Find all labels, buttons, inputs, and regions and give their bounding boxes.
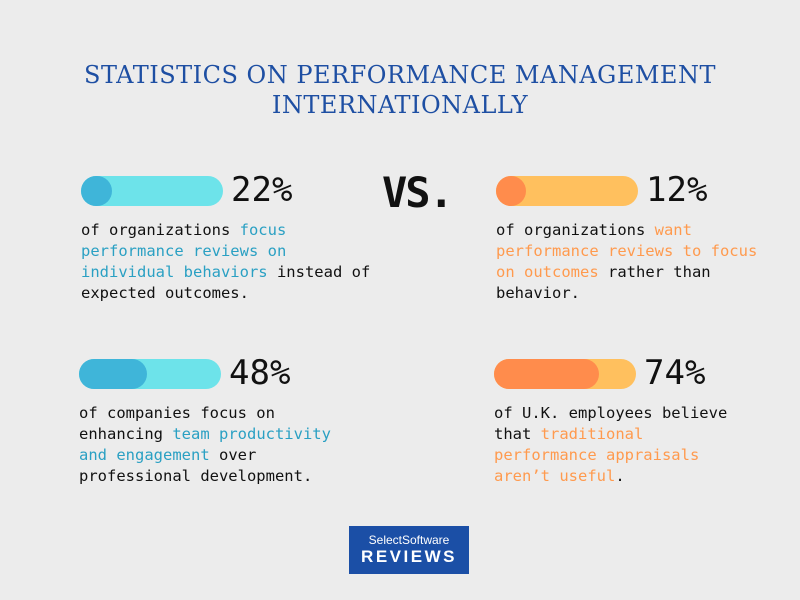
stat-1-desc-after: instead of expected outcomes. <box>81 263 371 302</box>
logo-text-bottom: REVIEWS <box>361 547 457 566</box>
stat-2-description: of organizations want performance review… <box>496 220 776 304</box>
stat-4-progress-bar <box>494 359 636 389</box>
logo-text-top: SelectSoftware <box>368 533 450 547</box>
stat-card-2: 12% of organizations want performance re… <box>496 170 776 302</box>
stat-4-desc-after: . <box>615 467 625 485</box>
stat-4-percent: 74% <box>644 353 706 393</box>
stat-1-percent: 22% <box>231 170 293 210</box>
stat-card-4: 74% of U.K. employees believe that tradi… <box>494 353 784 485</box>
stat-card-1: 22% of organizations focus performance r… <box>81 170 381 302</box>
stat-4-desc-highlight: traditional performance appraisals aren’… <box>494 425 700 485</box>
stat-3-desc-after: over professional development. <box>79 446 313 485</box>
stat-1-description: of organizations focus performance revie… <box>81 220 381 304</box>
stat-card-3: 48% of companies focus on enhancing team… <box>79 353 369 485</box>
versus-label: VS. <box>382 168 454 217</box>
stat-3-progress-bar <box>79 359 221 389</box>
stat-4-desc-before: of U.K. employees believe that <box>494 404 728 443</box>
stat-1-progress-bar <box>81 176 223 206</box>
stat-3-progress-fill <box>79 359 148 389</box>
stat-2-progress-bar <box>496 176 638 206</box>
stat-4-progress-fill <box>494 359 600 389</box>
stat-1-progress-fill <box>81 176 113 206</box>
title-line-2: INTERNATIONALLY <box>271 91 529 119</box>
stat-2-desc-after: rather than behavior. <box>496 263 711 302</box>
stat-2-percent: 12% <box>646 170 708 210</box>
stat-4-description: of U.K. employees believe that tradition… <box>494 403 744 487</box>
stat-3-description: of companies focus on enhancing team pro… <box>79 403 364 487</box>
page-title: STATISTICS ON PERFORMANCE MANAGEMENT INT… <box>0 60 800 120</box>
stat-3-desc-highlight: team productivity and engagement <box>79 425 331 464</box>
stat-1-desc-highlight: focus performance reviews on individual … <box>81 221 287 281</box>
stat-1-desc-before: of organizations <box>81 221 240 239</box>
stat-2-desc-highlight: want performance reviews to focus on out… <box>496 221 758 281</box>
stat-2-desc-before: of organizations <box>496 221 655 239</box>
stat-2-progress-fill <box>496 176 526 206</box>
selectsoftware-reviews-logo: SelectSoftware REVIEWS <box>349 526 469 574</box>
stat-3-percent: 48% <box>229 353 291 393</box>
stat-3-desc-before: of companies focus on enhancing <box>79 404 275 443</box>
title-line-1: STATISTICS ON PERFORMANCE MANAGEMENT <box>84 61 716 89</box>
